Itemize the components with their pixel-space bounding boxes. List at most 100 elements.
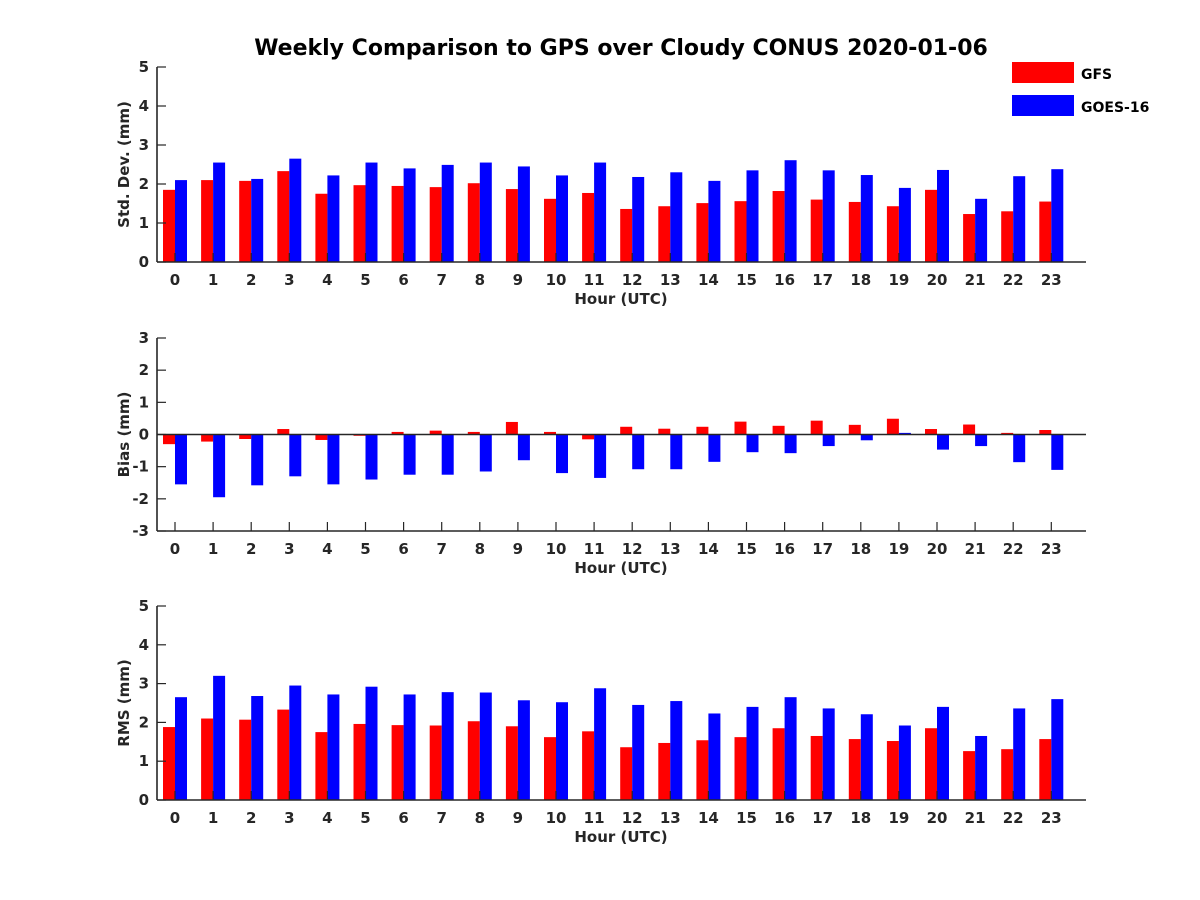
rms-bar-gfs-11	[582, 731, 595, 800]
legend-label-goes16: GOES-16	[1081, 100, 1149, 116]
rms-bar-goes16-4	[327, 694, 340, 800]
rms-x-tick-label-1: 1	[208, 809, 218, 827]
rms-y-tick-label-2: 2	[139, 713, 149, 731]
rms-bar-gfs-6	[391, 725, 404, 800]
std-dev-bar-gfs-17	[810, 199, 823, 262]
rms-x-tick-label-8: 8	[475, 809, 485, 827]
std-dev-x-tick-label-20: 20	[927, 271, 948, 289]
std-dev-bar-gfs-16	[772, 191, 785, 262]
std-dev-bar-goes16-13	[670, 172, 683, 262]
bias-x-tick-label-23: 23	[1041, 540, 1062, 558]
std-dev-x-tick-label-5: 5	[360, 271, 370, 289]
std-dev-bar-goes16-3	[289, 158, 302, 262]
std-dev-bar-gfs-14	[696, 203, 709, 262]
std-dev-bar-goes16-14	[708, 180, 721, 262]
std-dev-bar-gfs-4	[315, 193, 328, 262]
rms-bar-goes16-12	[632, 704, 645, 800]
std-dev-bar-gfs-15	[734, 201, 747, 262]
bias-x-tick-label-21: 21	[965, 540, 986, 558]
rms-bar-goes16-21	[975, 735, 988, 800]
std-dev-bar-gfs-9	[505, 189, 518, 262]
rms-bar-gfs-0	[163, 727, 175, 800]
std-dev-x-axis-label: Hour (UTC)	[574, 290, 667, 308]
std-dev-bar-gfs-12	[620, 208, 633, 262]
std-dev-x-tick-label-3: 3	[284, 271, 294, 289]
bias-bar-gfs-2	[239, 434, 252, 439]
bias-y-tick-label-1: 1	[139, 393, 149, 411]
std-dev-bar-goes16-22	[1013, 176, 1026, 262]
bias-x-tick-label-8: 8	[475, 540, 485, 558]
rms-bar-goes16-9	[517, 700, 530, 800]
rms-bar-gfs-1	[201, 718, 214, 800]
legend-label-gfs: GFS	[1081, 67, 1112, 83]
bias-x-tick-label-18: 18	[850, 540, 871, 558]
rms-y-tick-label-1: 1	[139, 752, 149, 770]
bias-x-tick-label-11: 11	[584, 540, 605, 558]
std-dev-bar-goes16-2	[251, 178, 264, 262]
std-dev-x-tick-label-8: 8	[475, 271, 485, 289]
std-dev-x-tick-label-21: 21	[965, 271, 986, 289]
bias-bar-goes16-10	[556, 434, 568, 474]
std-dev-x-tick-label-4: 4	[322, 271, 332, 289]
std-dev-bar-goes16-19	[898, 187, 911, 262]
rms-x-axis-label: Hour (UTC)	[574, 828, 667, 846]
rms-bar-gfs-15	[734, 737, 747, 800]
bias-bar-goes16-15	[746, 434, 759, 453]
bias-bar-gfs-15	[734, 421, 747, 435]
bias-bar-goes16-4	[327, 434, 340, 485]
bias-bar-gfs-14	[696, 426, 709, 435]
rms-x-tick-label-14: 14	[698, 809, 719, 827]
std-dev-bar-goes16-8	[479, 162, 492, 262]
std-dev-bar-goes16-5	[365, 162, 378, 262]
std-dev-bar-goes16-9	[517, 166, 530, 262]
std-dev-bar-gfs-22	[1001, 211, 1014, 262]
std-dev-y-axis-label: Std. Dev. (mm)	[115, 101, 133, 228]
std-dev-bar-gfs-2	[239, 180, 252, 262]
std-dev-bar-goes16-4	[327, 175, 340, 262]
bias-bar-goes16-2	[251, 434, 264, 486]
rms-bar-goes16-7	[441, 692, 454, 800]
rms-bar-goes16-10	[556, 702, 568, 800]
rms-x-tick-label-13: 13	[660, 809, 681, 827]
rms-x-tick-label-0: 0	[170, 809, 180, 827]
bias-x-tick-label-12: 12	[622, 540, 643, 558]
figure-title: Weekly Comparison to GPS over Cloudy CON…	[254, 36, 988, 61]
std-dev-x-tick-label-14: 14	[698, 271, 719, 289]
bias-x-tick-label-22: 22	[1003, 540, 1024, 558]
bias-bar-gfs-7	[429, 430, 442, 435]
std-dev-bar-gfs-1	[201, 180, 214, 262]
std-dev-x-tick-label-10: 10	[546, 271, 567, 289]
bias-x-tick-label-3: 3	[284, 540, 294, 558]
rms-x-tick-label-6: 6	[398, 809, 408, 827]
bias-x-tick-label-6: 6	[398, 540, 408, 558]
std-dev-bar-gfs-5	[353, 185, 366, 262]
bias-y-tick-label--1: -1	[132, 458, 149, 476]
std-dev-bar-goes16-11	[594, 162, 607, 262]
std-dev-y-tick-label-3: 3	[139, 136, 149, 154]
std-dev-bar-gfs-23	[1039, 201, 1052, 262]
bias-bar-goes16-22	[1013, 434, 1026, 463]
bias-bar-goes16-0	[175, 434, 187, 485]
rms-bar-gfs-10	[544, 737, 556, 800]
rms-x-tick-label-16: 16	[774, 809, 795, 827]
bias-x-tick-label-9: 9	[513, 540, 523, 558]
rms-y-axis-label: RMS (mm)	[115, 659, 133, 746]
rms-bar-goes16-22	[1013, 708, 1026, 800]
bias-bar-goes16-6	[403, 434, 416, 475]
rms-bar-gfs-2	[239, 719, 252, 800]
rms-x-tick-label-21: 21	[965, 809, 986, 827]
std-dev-x-tick-label-22: 22	[1003, 271, 1024, 289]
bias-bar-gfs-8	[467, 431, 480, 435]
bias-y-tick-label--2: -2	[132, 490, 149, 508]
rms-bar-gfs-19	[886, 741, 899, 800]
std-dev-y-tick-label-1: 1	[139, 214, 149, 232]
bias-bar-gfs-23	[1039, 430, 1052, 435]
std-dev-x-tick-label-17: 17	[812, 271, 833, 289]
bias-bar-goes16-7	[441, 434, 454, 475]
std-dev-bar-goes16-12	[632, 176, 645, 262]
std-dev-y-tick-label-4: 4	[139, 97, 149, 115]
std-dev-x-tick-label-0: 0	[170, 271, 180, 289]
rms-bar-goes16-14	[708, 713, 721, 800]
